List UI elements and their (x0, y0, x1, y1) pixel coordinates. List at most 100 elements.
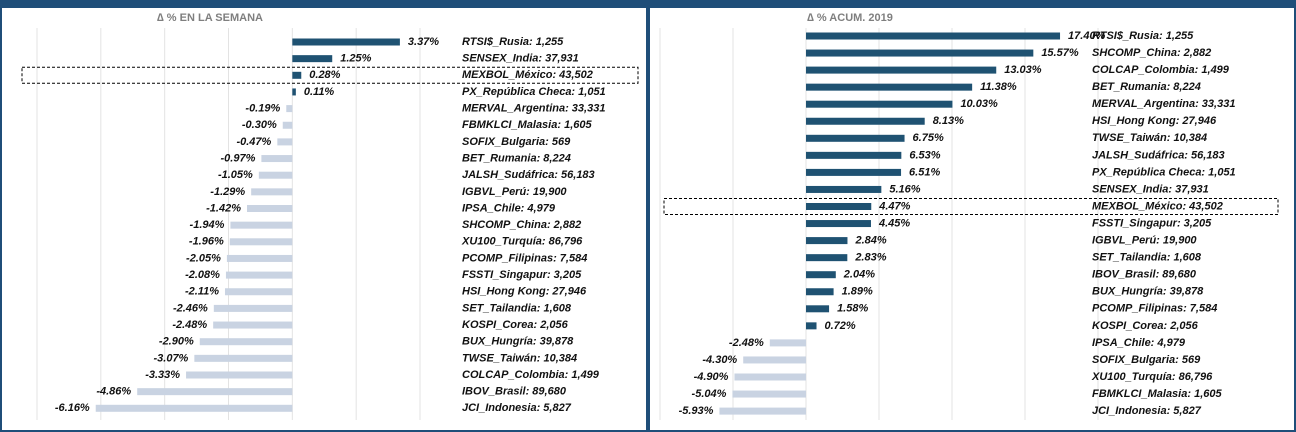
bar (806, 305, 830, 313)
bar (230, 221, 293, 229)
value-label: 4.47% (878, 200, 910, 212)
value-label: -2.05% (186, 252, 221, 264)
value-label: 5.16% (889, 183, 920, 195)
value-label: 13.03% (1004, 64, 1042, 76)
category-label: SENSEX_India: 37,931 (462, 53, 579, 65)
category-label: SET_Tailandia: 1,608 (1092, 252, 1202, 264)
bar (806, 49, 1034, 57)
category-label: MERVAL_Argentina: 33,331 (1092, 98, 1235, 110)
category-label: PX_República Checa: 1,051 (462, 86, 606, 98)
category-label: BET_Rumania: 8,224 (1092, 81, 1201, 93)
highlight-box (21, 66, 639, 84)
bar (286, 105, 293, 113)
value-label: 0.72% (825, 320, 856, 332)
bar (806, 168, 902, 176)
value-label: -1.42% (206, 202, 241, 214)
bar (806, 185, 882, 193)
category-label: MEXBOL_México: 43,502 (462, 69, 593, 81)
value-label: 0.11% (304, 86, 335, 98)
category-label: FSSTI_Singapur: 3,205 (1092, 217, 1212, 229)
highlight-box (663, 198, 1279, 215)
value-label: -2.48% (729, 337, 764, 349)
bar (734, 373, 806, 381)
bar (806, 134, 905, 142)
bar (806, 237, 848, 245)
value-label: 4.45% (878, 217, 910, 229)
category-label: PCOMP_Filipinas: 7,584 (1092, 303, 1217, 315)
bar (769, 339, 806, 347)
bar (806, 203, 872, 210)
category-label: BET_Rumania: 8,224 (462, 152, 571, 164)
value-label: 1.89% (842, 286, 873, 298)
bar (806, 288, 834, 296)
value-label: -5.93% (679, 405, 714, 417)
value-label: -0.30% (242, 119, 277, 131)
value-label: 3.37% (408, 36, 439, 48)
category-label: IBOV_Brasil: 89,680 (462, 386, 567, 398)
category-label: IPSA_Chile: 4,979 (462, 202, 556, 214)
chart-title: ∆ % ACUM. 2019 (807, 12, 893, 24)
value-label: 15.57% (1041, 47, 1079, 59)
category-label: SHCOMP_China: 2,882 (1092, 47, 1211, 59)
category-label: SOFIX_Bulgaria: 569 (462, 136, 571, 148)
category-label: HSI_Hong Kong: 27,946 (1092, 115, 1217, 127)
category-label: SHCOMP_China: 2,882 (462, 219, 581, 231)
category-label: BUX_Hungría: 39,878 (1092, 286, 1204, 298)
value-label: -2.11% (185, 286, 219, 298)
value-label: -1.94% (190, 219, 225, 231)
category-label: KOSPI_Corea: 2,056 (1092, 320, 1199, 332)
divider (646, 0, 650, 432)
category-label: RTSI$_Rusia: 1,255 (1092, 30, 1194, 42)
bar (806, 151, 902, 159)
category-label: COLCAP_Colombia: 1,499 (462, 369, 600, 381)
bar (719, 407, 806, 415)
value-label: -2.90% (159, 336, 194, 348)
category-label: MERVAL_Argentina: 33,331 (462, 103, 605, 115)
value-label: -3.33% (145, 369, 180, 381)
category-label: TWSE_Taiwán: 10,384 (1092, 132, 1207, 144)
bar (199, 338, 293, 346)
bar (806, 66, 997, 74)
bar (806, 271, 836, 279)
category-label: SOFIX_Bulgaria: 569 (1092, 354, 1201, 366)
bar (292, 71, 302, 79)
value-label: 2.84% (854, 235, 886, 247)
category-label: HSI_Hong Kong: 27,946 (462, 286, 587, 298)
bar (806, 220, 871, 228)
category-label: MEXBOL_México: 43,502 (1092, 200, 1223, 212)
value-label: 1.25% (340, 53, 371, 65)
bar (137, 388, 293, 396)
bar (186, 371, 293, 379)
value-label: 2.83% (854, 252, 886, 264)
category-label: FBMKLCI_Malasia: 1,605 (462, 119, 592, 131)
value-label: -4.90% (694, 371, 729, 383)
value-label: -5.04% (692, 388, 727, 400)
bar (261, 155, 293, 163)
bar (806, 32, 1061, 40)
bar (247, 205, 293, 212)
value-label: -1.05% (218, 169, 253, 181)
bar (226, 254, 293, 262)
bar (251, 188, 293, 196)
bar (743, 356, 806, 364)
value-label: 11.38% (980, 81, 1017, 93)
bar (224, 288, 293, 296)
category-label: JALSH_Sudáfrica: 56,183 (1092, 149, 1225, 161)
chart-title: ∆ % EN LA SEMANA (157, 12, 263, 24)
bar (732, 390, 806, 398)
bar (806, 83, 973, 91)
category-label: TWSE_Taiwán: 10,384 (462, 352, 577, 364)
value-label: -2.46% (173, 302, 208, 314)
category-label: FBMKLCI_Malasia: 1,605 (1092, 388, 1222, 400)
value-label: 17.40% (1068, 30, 1106, 42)
bar (292, 38, 400, 46)
value-label: -1.96% (189, 236, 224, 248)
value-label: -4.30% (702, 354, 737, 366)
category-label: RTSI$_Rusia: 1,255 (462, 36, 564, 48)
value-label: 8.13% (933, 115, 964, 127)
category-label: PX_República Checa: 1,051 (1092, 166, 1236, 178)
category-label: PCOMP_Filipinas: 7,584 (462, 252, 587, 264)
value-label: -0.47% (236, 136, 271, 148)
value-label: 1.58% (837, 303, 868, 315)
value-label: -0.97% (221, 152, 256, 164)
